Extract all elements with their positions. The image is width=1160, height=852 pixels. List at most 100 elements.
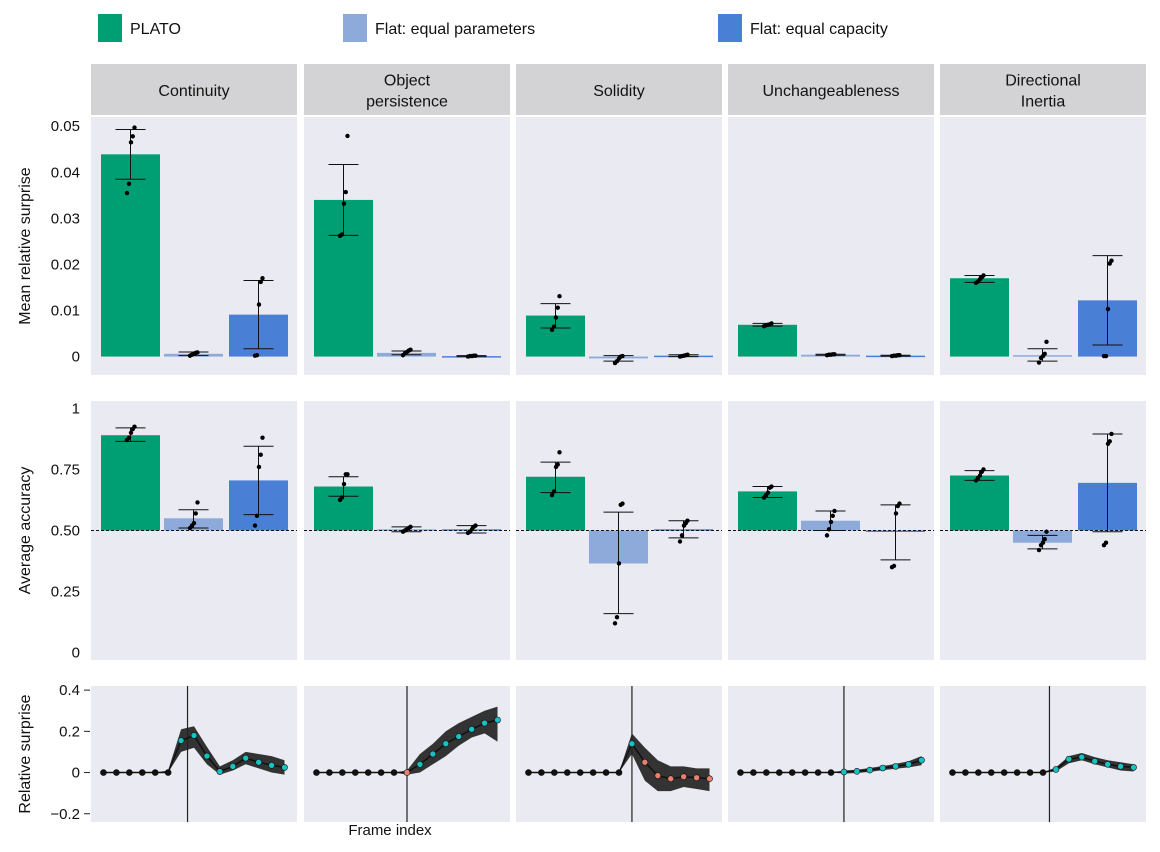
bar-panel-2-2 [304,472,510,536]
panel-title-line: Continuity [158,83,229,100]
frame-point [339,769,346,776]
seed-point [828,519,834,525]
seed-point [769,484,774,489]
frame-point [177,737,185,744]
seed-point [130,134,135,139]
seed-point [765,490,771,495]
bar-plato [738,324,797,357]
bar-plato [101,154,160,357]
seed-point [824,533,830,538]
panel-header-4: Unchangeableness [728,64,934,115]
seed-point [981,467,986,472]
bar-panel-2-1 [91,424,297,531]
seed-point [620,353,625,359]
frame-point [1000,769,1008,776]
frame-point [962,769,969,776]
frame-point [113,769,120,776]
frame-point [442,740,450,747]
y-tick-label: 0.75 [51,461,80,478]
frame-point [100,769,107,776]
frame-point [351,769,359,776]
y-tick-label: 1 [72,400,80,417]
panel-bg [91,686,297,822]
frame-point [364,769,372,776]
frame-point [1104,761,1111,768]
seed-point [256,302,262,307]
seed-point [1044,529,1049,534]
y-tick-label: 0 [72,765,80,782]
legend-swatch-flat-equal-parameters [343,14,367,42]
frame-point [576,769,584,776]
y-tick-label: 0.25 [51,584,80,601]
frame-point [429,750,437,758]
bar-panel-1-5 [950,255,1137,365]
seed-point [769,321,774,326]
y-axis-row-3: −0.2 0 0.2 0.4 Relative surprise [17,682,90,823]
seed-point [260,276,265,281]
legend-label-plato: PLATO [130,21,181,38]
frame-point [268,762,275,769]
seed-point [685,352,690,357]
frame-point [641,758,649,766]
seed-point [893,511,899,516]
y-axis-row-2: 0 0.25 0.50 0.75 1 Average accuracy [17,400,80,661]
frame-point [164,769,172,776]
seed-point [258,452,263,457]
bar-panel-1-4 [738,321,925,359]
seed-point [128,140,134,145]
seed-point [1036,547,1042,553]
seed-point [830,513,835,519]
y-axis-label: Mean relative surprise [17,167,34,325]
seed-point [549,492,555,498]
panel-title-line: Unchangeableness [763,83,900,100]
line-panel-1 [100,686,288,822]
panel-headers: Continuity Object persistence Solidity Uncha… [91,64,1146,115]
seed-point [832,352,837,357]
seed-point [1042,351,1047,357]
frame-point [975,769,982,776]
panel-title-line: Object [384,73,431,90]
seed-point [126,181,132,187]
seed-point [128,430,134,435]
seed-point [616,561,622,566]
panel-header-2: Object persistence [304,64,510,115]
y-tick-label: 0 [72,645,80,662]
seed-point [345,133,350,139]
frame-point [866,766,874,774]
seed-point [124,190,130,196]
frame-point [494,716,501,724]
frame-point [628,740,636,747]
x-axis-label: Frame index [348,822,432,839]
seed-point [473,523,478,528]
frame-point [416,761,424,768]
seed-point [981,273,986,278]
panel-header-bg [728,64,934,115]
seed-point [408,524,413,530]
line-panel-3 [525,686,713,822]
seed-point [254,513,260,519]
frame-point [281,764,288,771]
seed-point [551,324,557,329]
legend: PLATO Flat: equal parameters Flat: equal… [98,14,888,42]
seed-point [826,527,832,532]
bar-panel-1-3 [526,294,713,366]
frame-point [693,774,700,781]
seed-point [1042,536,1047,542]
seed-point [258,279,263,285]
seed-point [551,489,557,494]
frame-point [1117,763,1124,770]
frame-point [905,761,912,768]
frame-point [326,769,333,776]
frame-point [801,769,809,776]
frame-point [1039,769,1047,776]
y-tick-label: 0.2 [59,723,80,740]
seed-point [679,533,685,538]
y-axis-label: Relative surprise [17,694,34,813]
seed-point [555,462,560,467]
panel-bg [516,686,722,822]
frame-point [255,758,262,766]
panel-header-3: Solidity [516,64,722,115]
frame-point [390,769,398,776]
bar-plato [950,278,1009,357]
panel-header-bg [516,64,722,115]
